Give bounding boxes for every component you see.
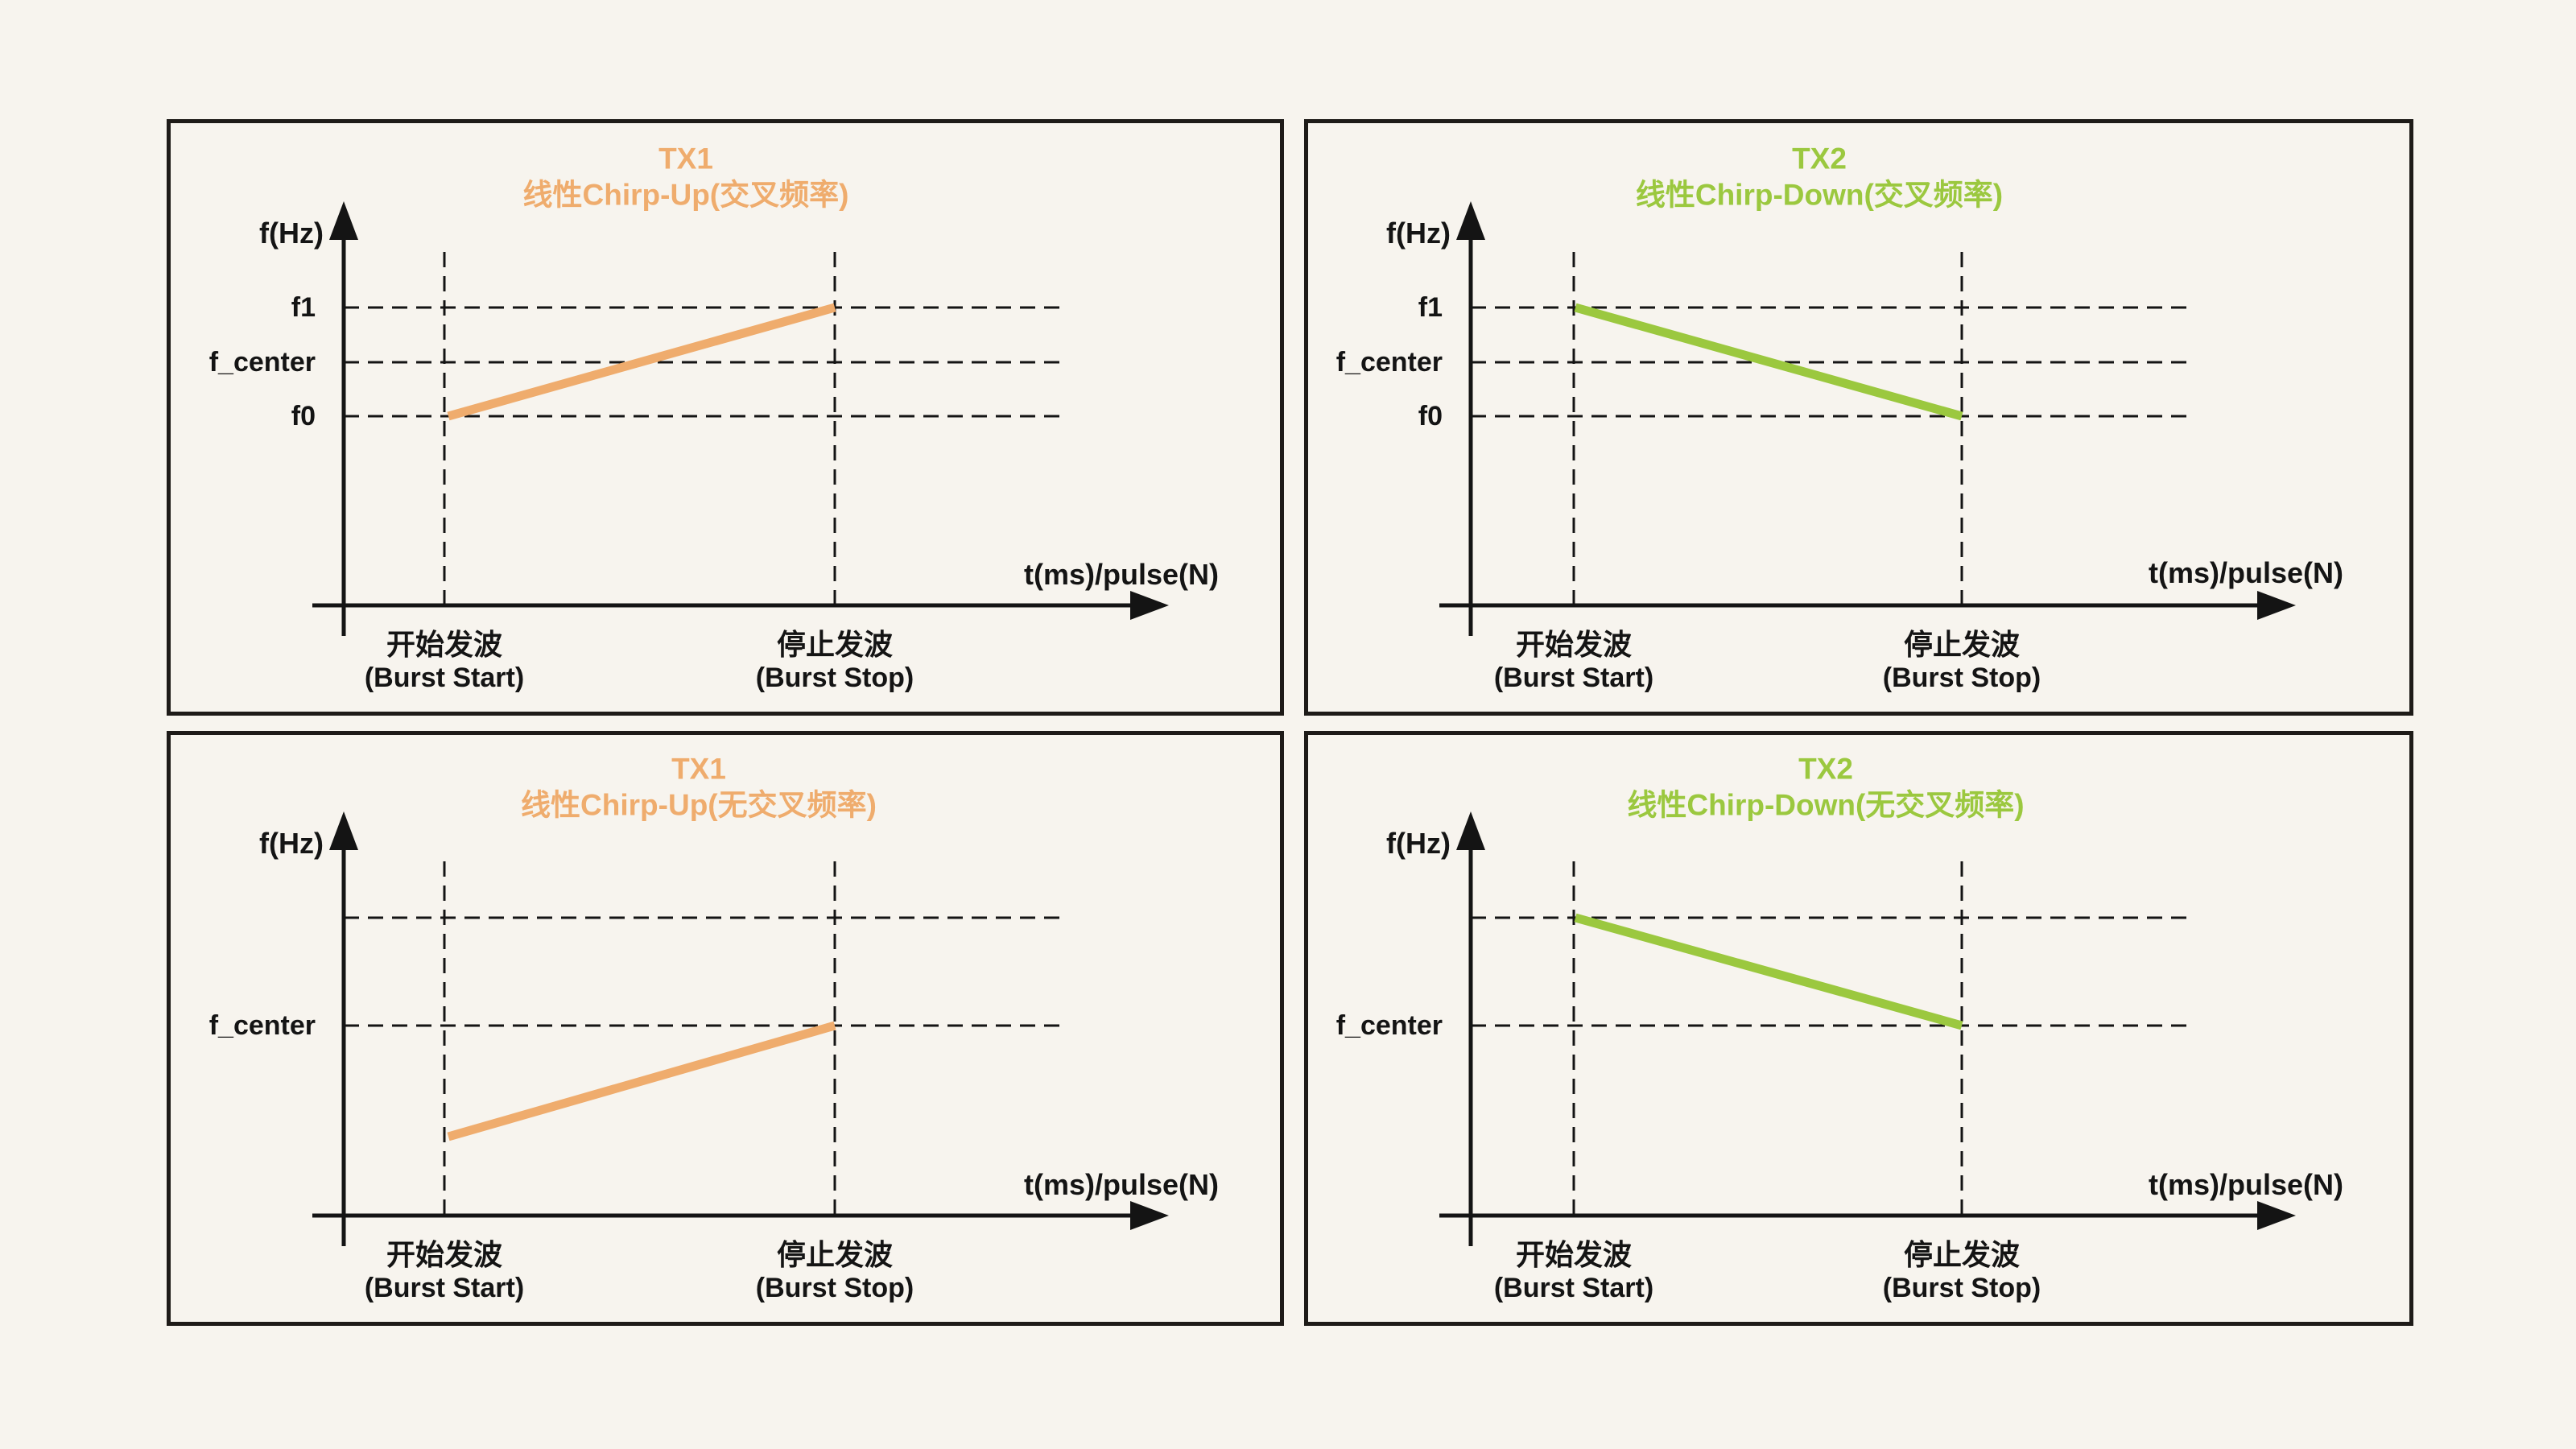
bl-tick-burst-start-zh: 开始发波 <box>386 1238 503 1271</box>
panel-tx2-crossing <box>1304 119 2413 716</box>
br-tick-burst-start-zh: 开始发波 <box>1515 1238 1633 1271</box>
bl-level-fcenter: f_center <box>208 1010 316 1041</box>
br-x-axis-arrow-icon <box>2257 1201 2296 1230</box>
tl-plot <box>312 201 1169 636</box>
tr-tick-burst-stop-en: (Burst Stop) <box>1882 663 2041 693</box>
tl-y-axis-label: f(Hz) <box>259 217 324 250</box>
bl-title-line1: TX1 <box>671 752 726 786</box>
panel-tx2-no-crossing <box>1304 731 2413 1326</box>
br-y-axis-label: f(Hz) <box>1386 827 1451 860</box>
tl-x-axis-arrow-icon <box>1130 591 1169 620</box>
bl-tick-burst-start-en: (Burst Start) <box>364 1273 525 1303</box>
tl-title-line2: 线性Chirp-Up(交叉频率) <box>522 178 849 212</box>
br-level-fcenter: f_center <box>1335 1010 1443 1041</box>
br-plot <box>1439 811 2296 1246</box>
tr-y-axis-label: f(Hz) <box>1386 217 1451 250</box>
bl-x-axis-label: t(ms)/pulse(N) <box>1024 1168 1219 1201</box>
tr-chirp-down-line <box>1574 303 1963 421</box>
tl-level-f1: f1 <box>291 292 316 323</box>
tl-tick-burst-start-zh: 开始发波 <box>386 628 503 661</box>
tr-x-axis-label: t(ms)/pulse(N) <box>2149 556 2343 589</box>
bl-y-axis-label: f(Hz) <box>259 827 324 860</box>
tl-chirp-up-line <box>447 303 836 421</box>
br-tick-burst-stop-zh: 停止发波 <box>1903 1238 2021 1271</box>
panel-tx1-no-crossing <box>167 731 1284 1326</box>
tr-level-fcenter: f_center <box>1335 347 1443 378</box>
br-x-axis-label: t(ms)/pulse(N) <box>2149 1168 2343 1201</box>
bl-title-line2: 线性Chirp-Up(无交叉频率) <box>521 788 877 822</box>
tr-title-line1: TX2 <box>1792 142 1847 175</box>
tl-level-f0: f0 <box>291 401 316 431</box>
br-title-line1: TX2 <box>1798 752 1853 786</box>
tr-level-f1: f1 <box>1418 292 1443 323</box>
tr-x-axis-arrow-icon <box>2257 591 2296 620</box>
bl-tick-burst-stop-en: (Burst Stop) <box>755 1273 914 1303</box>
tl-tick-burst-stop-zh: 停止发波 <box>776 628 894 661</box>
tl-title-line1: TX1 <box>658 142 713 175</box>
tr-plot <box>1439 201 2296 636</box>
bl-x-axis-arrow-icon <box>1130 1201 1169 1230</box>
tr-title-line2: 线性Chirp-Down(交叉频率) <box>1635 178 2004 212</box>
tl-x-axis-label: t(ms)/pulse(N) <box>1024 558 1219 591</box>
tr-y-axis-arrow-icon <box>1456 201 1485 240</box>
br-chirp-down-line <box>1574 913 1963 1030</box>
br-tick-burst-stop-en: (Burst Stop) <box>1882 1273 2041 1303</box>
tr-tick-burst-start-en: (Burst Start) <box>1493 663 1654 693</box>
bl-tick-burst-stop-zh: 停止发波 <box>776 1238 894 1271</box>
tr-tick-burst-start-zh: 开始发波 <box>1515 628 1633 661</box>
bl-plot <box>312 811 1169 1246</box>
panel-tx1-crossing <box>167 119 1284 716</box>
bl-chirp-up-line <box>447 1021 836 1141</box>
tl-level-fcenter: f_center <box>208 347 316 378</box>
br-y-axis-arrow-icon <box>1456 811 1485 850</box>
br-title-line2: 线性Chirp-Down(无交叉频率) <box>1627 788 2025 822</box>
br-tick-burst-start-en: (Burst Start) <box>1493 1273 1654 1303</box>
tl-tick-burst-stop-en: (Burst Stop) <box>755 663 914 693</box>
tl-y-axis-arrow-icon <box>329 201 358 240</box>
bl-y-axis-arrow-icon <box>329 811 358 850</box>
tr-level-f0: f0 <box>1418 401 1443 431</box>
tl-tick-burst-start-en: (Burst Start) <box>364 663 525 693</box>
tr-tick-burst-stop-zh: 停止发波 <box>1903 628 2021 661</box>
